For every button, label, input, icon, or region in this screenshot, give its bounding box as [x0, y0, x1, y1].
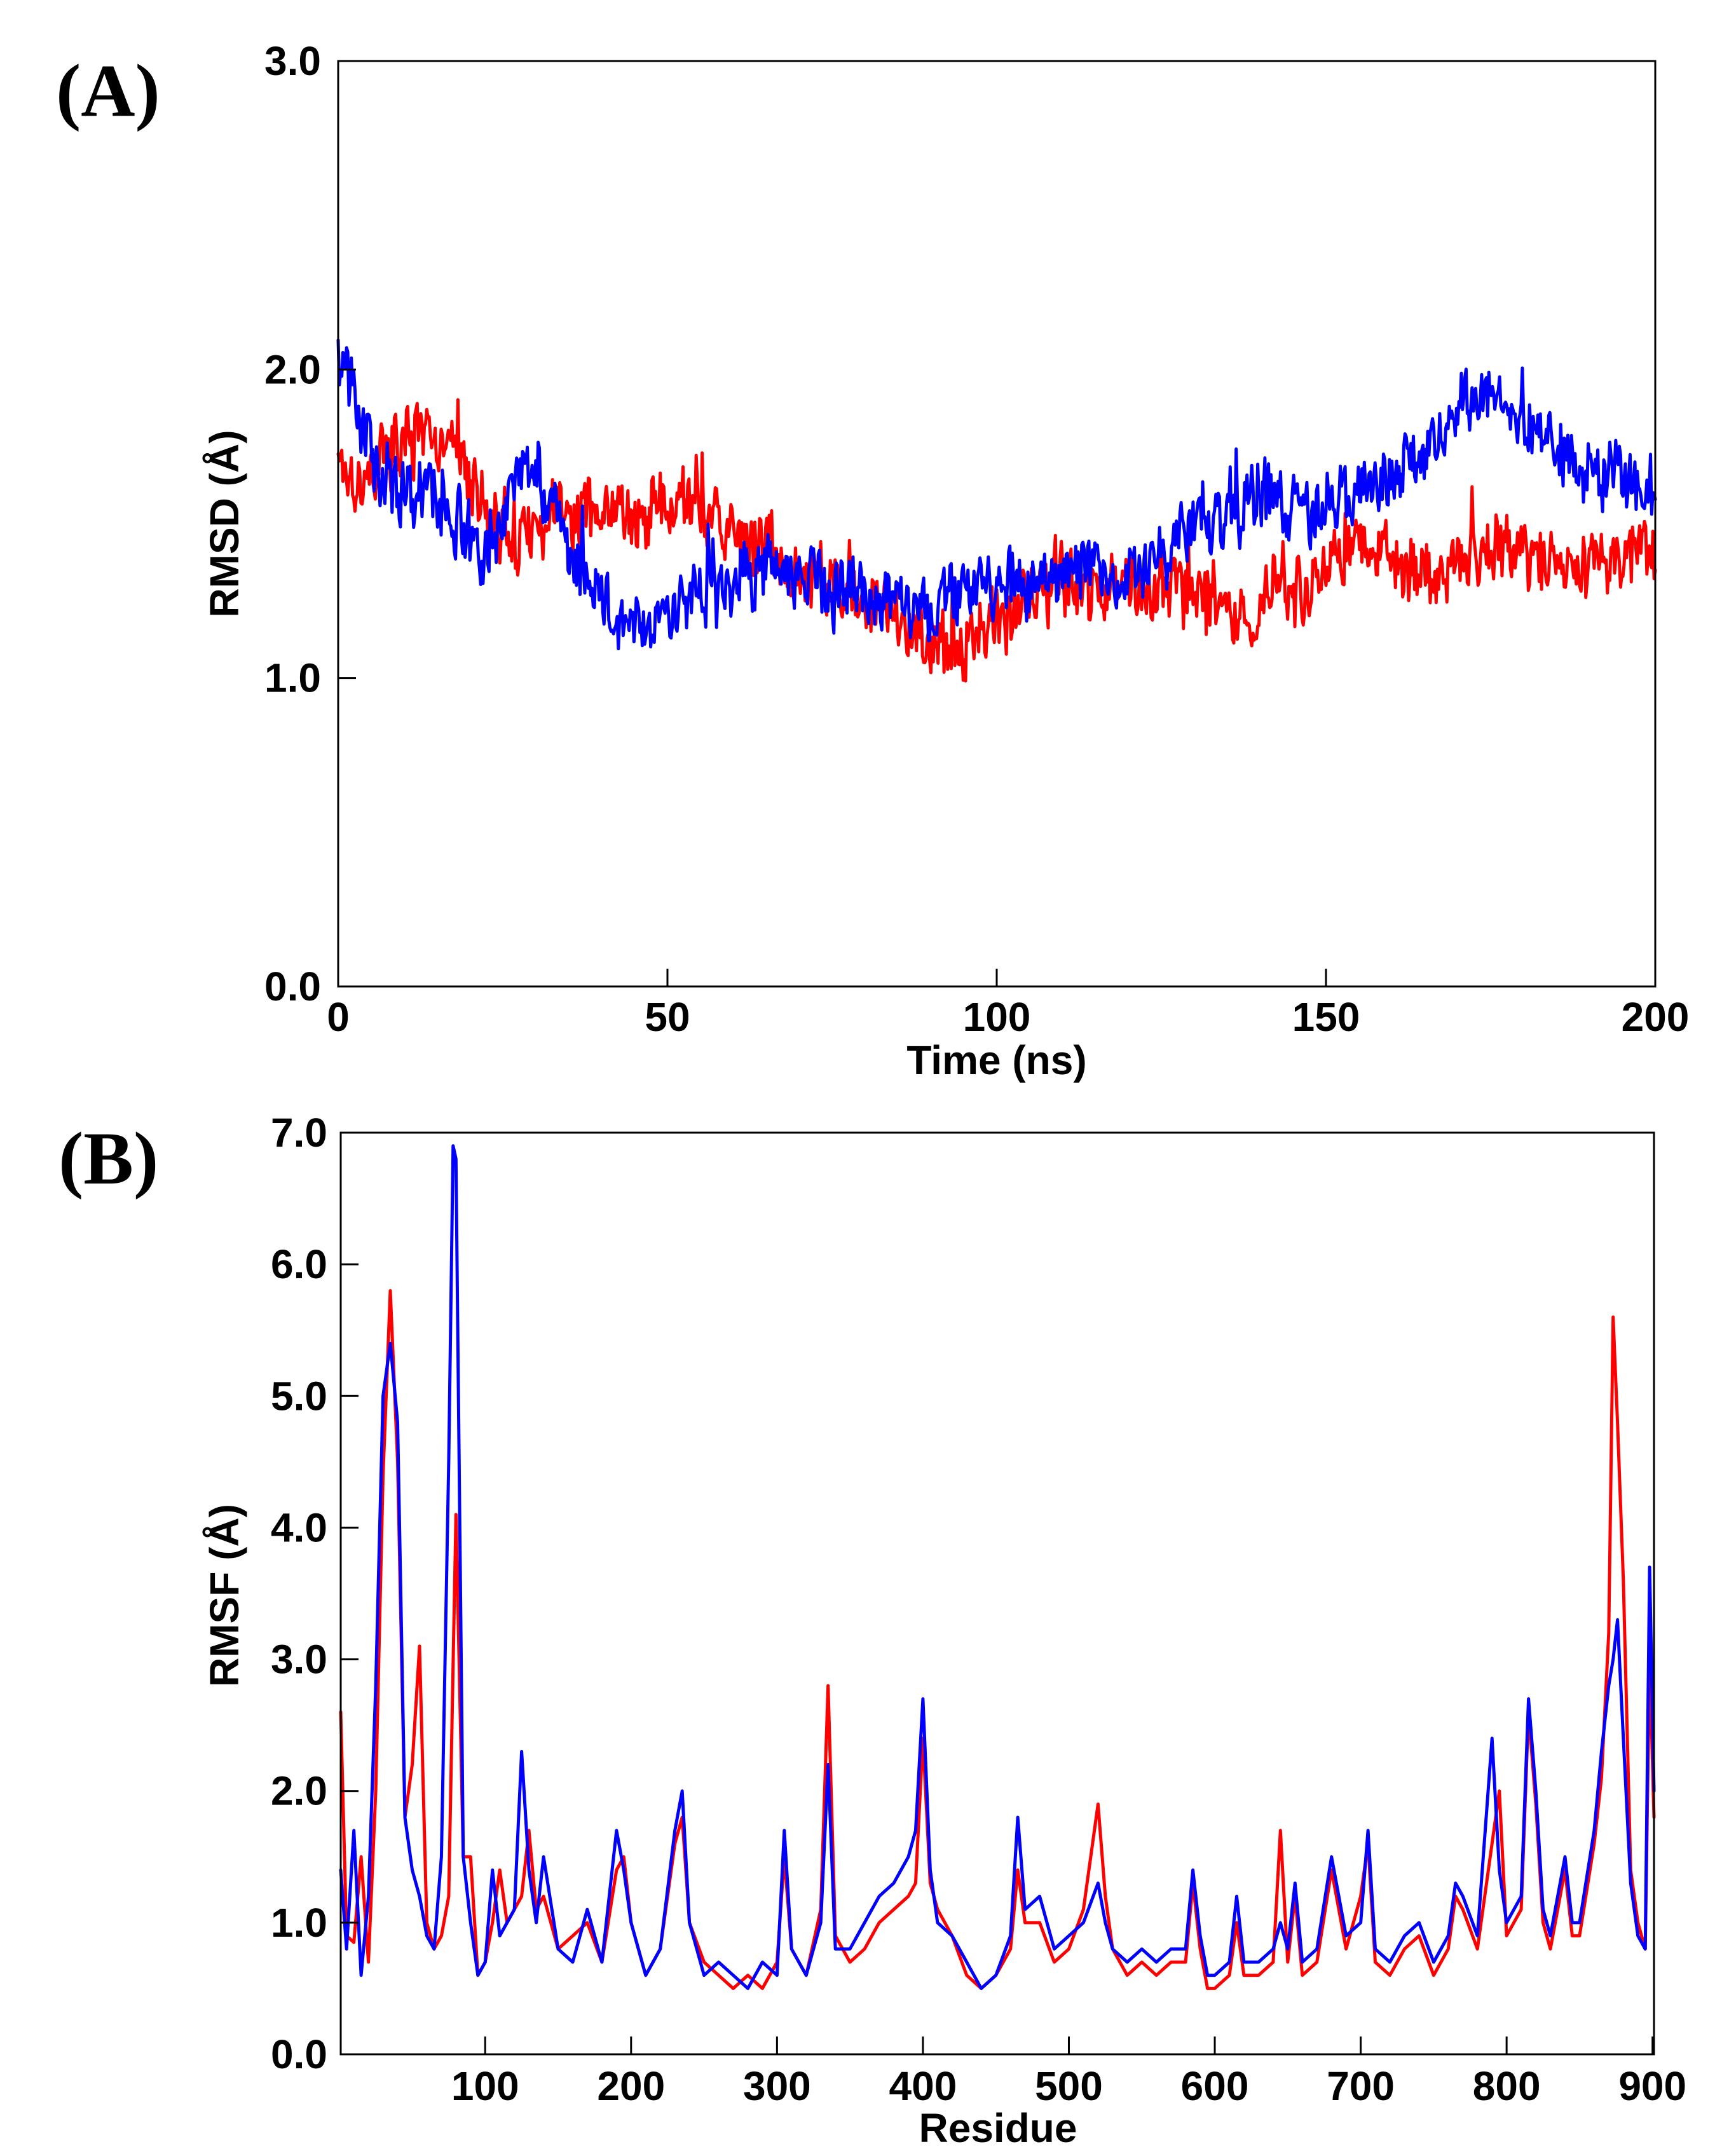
- panel-b-y-tick-label: 7.0: [271, 1110, 327, 1156]
- panel-b-x-tick-label: 600: [1181, 2063, 1249, 2109]
- panel-b-axes: 100 200 300 400 500 600 700 800 900 0.0 1.0 2.0 3.0 4…: [271, 1110, 1686, 2109]
- panel-a-x-tick-label: 200: [1622, 994, 1690, 1040]
- panel-a: (A) 0 50 100 150 200 0.0 1.0 2.0 3.0 Time (ns) R…: [56, 38, 1689, 1083]
- panel-b-x-tick-label: 800: [1473, 2063, 1541, 2109]
- panel-b-series-layer: [339, 1144, 1656, 1990]
- panel-a-series-red-line: [336, 398, 1657, 683]
- panel-a-y-axis-title: RMSD (Å): [202, 430, 247, 617]
- panel-b-x-tick-label: 100: [451, 2063, 519, 2109]
- panel-b: (B) 100 200 300 400 500 600 700 800 900 0.0 1.0 2.0…: [58, 1110, 1686, 2151]
- panel-b-x-tick-label: 300: [743, 2063, 811, 2109]
- panel-a-x-tick-label: 0: [327, 994, 350, 1040]
- panel-a-x-tick-label: 150: [1292, 994, 1360, 1040]
- panel-a-y-tick-label: 1.0: [264, 655, 321, 701]
- panel-a-y-tick-label: 2.0: [264, 346, 321, 392]
- panel-b-y-tick-label: 1.0: [271, 1900, 327, 1946]
- panel-b-plot-frame: [339, 1131, 1655, 2056]
- panel-b-x-tick-label: 700: [1327, 2063, 1395, 2109]
- panel-b-label: (B): [58, 1117, 158, 1200]
- panel-a-x-axis-title: Time (ns): [906, 1037, 1086, 1083]
- panel-b-x-tick-label: 900: [1618, 2063, 1686, 2109]
- panel-b-y-tick-label: 5.0: [271, 1373, 327, 1419]
- panel-a-y-tick-label: 0.0: [264, 964, 321, 1009]
- panel-a-y-tick-label: 3.0: [264, 38, 321, 84]
- panel-b-y-tick-label: 3.0: [271, 1637, 327, 1682]
- panel-b-y-axis-title: RMSF (Å): [202, 1504, 247, 1687]
- panel-a-x-tick-label: 100: [963, 994, 1031, 1040]
- panel-a-series-layer: [336, 338, 1657, 683]
- panel-b-series-blue-line: [339, 1144, 1656, 1990]
- panel-a-x-tick-label: 50: [645, 994, 690, 1040]
- panel-b-x-tick-label: 200: [597, 2063, 665, 2109]
- panel-b-y-tick-label: 0.0: [271, 2031, 327, 2077]
- panel-a-axes: 0 50 100 150 200 0.0 1.0 2.0 3.0: [264, 38, 1689, 1040]
- panel-b-x-tick-label: 500: [1035, 2063, 1103, 2109]
- panel-a-label: (A): [56, 49, 160, 132]
- panel-b-x-tick-label: 400: [889, 2063, 957, 2109]
- panel-b-x-axis-title: Residue: [919, 2105, 1077, 2151]
- panel-b-y-tick-label: 6.0: [271, 1241, 327, 1287]
- panel-a-series-blue-line: [336, 338, 1657, 651]
- panel-b-y-tick-label: 2.0: [271, 1768, 327, 1814]
- panel-b-y-tick-label: 4.0: [271, 1504, 327, 1550]
